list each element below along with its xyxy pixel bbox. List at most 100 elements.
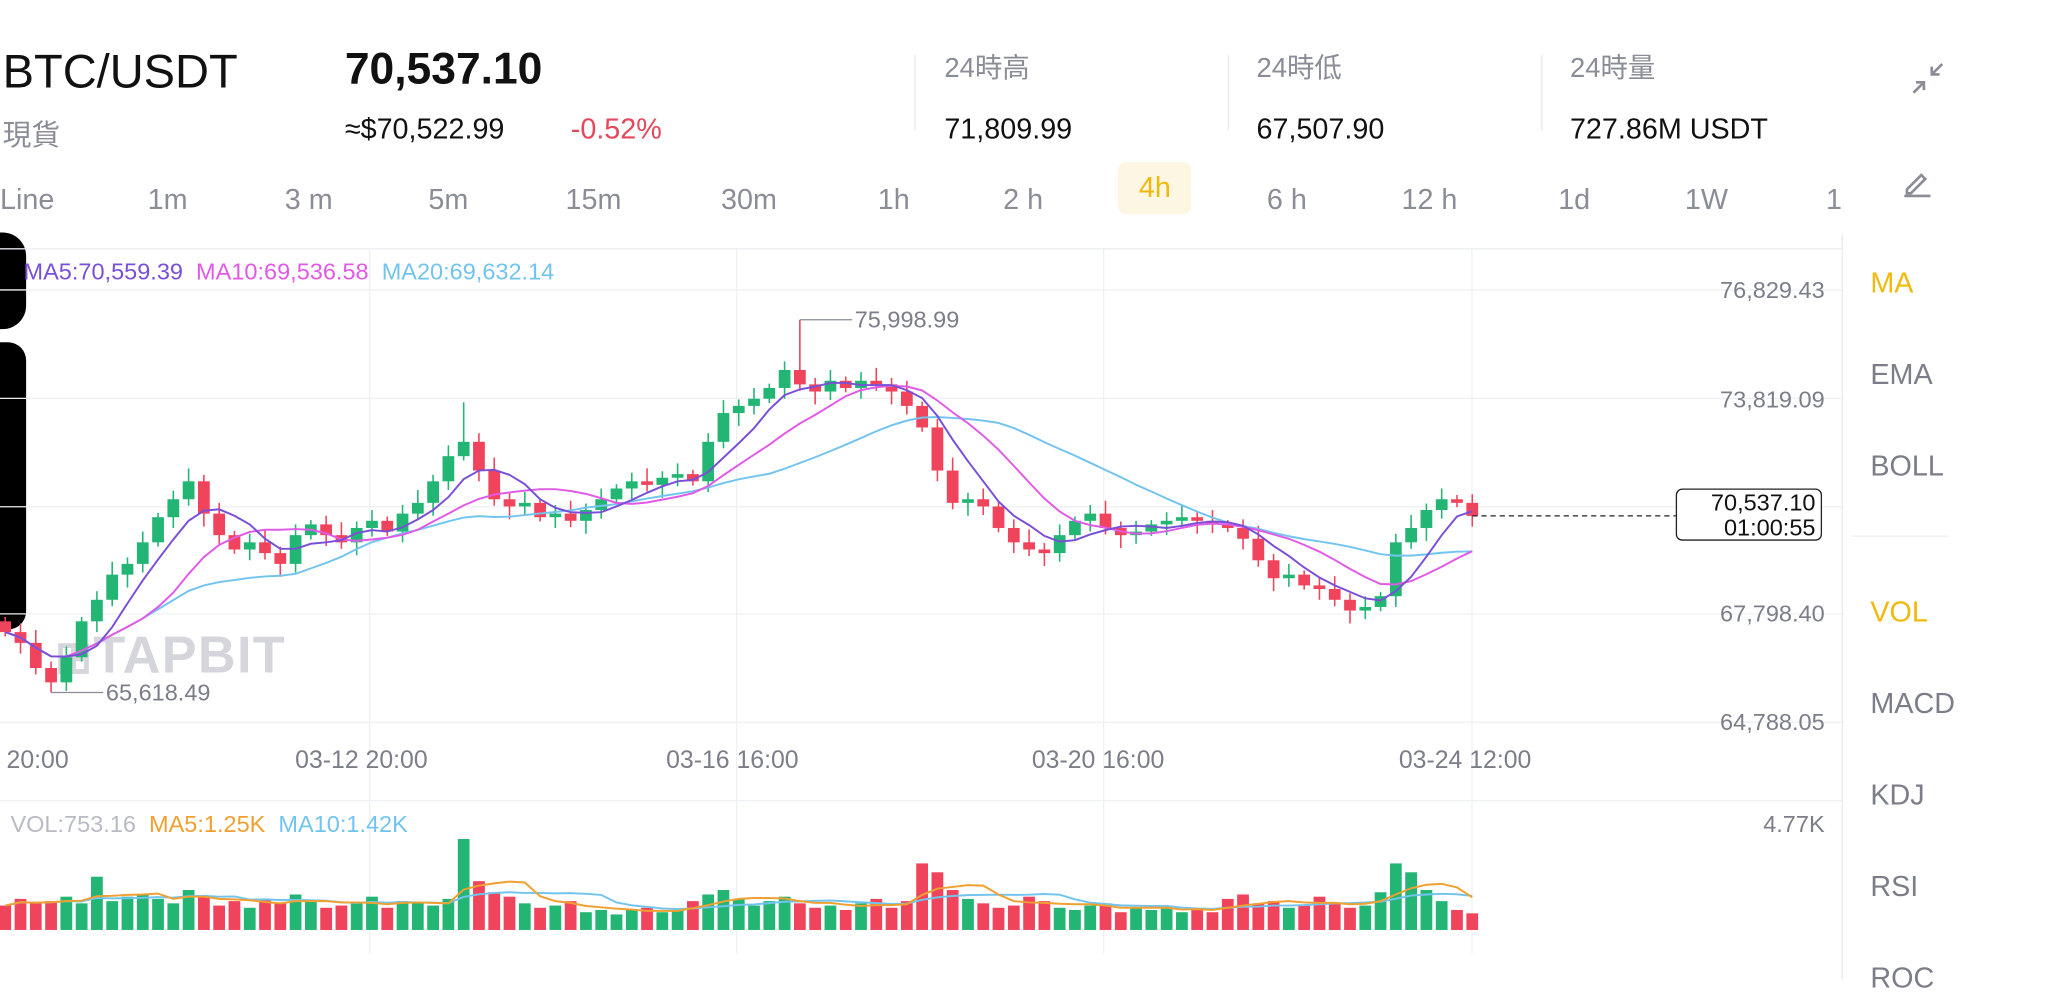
volume-bar [1405,872,1418,930]
timeframe-5m[interactable]: 5m [428,182,469,216]
candle-body [457,441,470,457]
candle-body [1298,574,1311,586]
candle-body [366,520,378,528]
candle-body [350,527,363,543]
bezel-shape [0,342,27,630]
candle-body [1466,502,1479,516]
timeframe-6h[interactable]: 6 h [1266,182,1307,216]
candle-body [0,621,12,633]
candle-body [1160,520,1173,525]
price-change: -0.52% [570,112,662,145]
volume-bar [1298,905,1311,930]
candle-body [1374,596,1387,607]
stat-low-value: 67,507.90 [1256,112,1385,145]
candle-body [549,513,562,518]
volume-bar [136,894,149,930]
candle-body [60,657,73,683]
candle-body [198,481,210,514]
candle-body [1389,542,1402,597]
candlestick-chart[interactable]: 75,998.99 65,618.49 [0,248,1842,954]
indicator-roc[interactable]: ROC [1870,961,1935,994]
volume-bar [304,901,317,930]
candle-body [610,488,623,500]
timeframe-1[interactable]: 1 [1825,182,1842,216]
volume-bar [671,909,684,930]
volume-bar [1466,913,1479,930]
timeframe-12h[interactable]: 12 h [1401,182,1458,216]
divider [914,54,916,131]
candle-body [213,513,226,536]
pair-title[interactable]: BTC/USDT [2,44,238,98]
candle-body [1420,510,1433,528]
volume-bar [702,894,715,930]
indicator-rsi[interactable]: RSI [1870,869,1919,903]
timeframe-2h[interactable]: 2 h [1003,182,1044,216]
trading-screen: BTC/USDT 現貨 70,537.10 ≈$70,522.99 -0.52%… [0,44,1955,994]
candle-body [839,380,852,388]
volume-bar [962,898,974,930]
collapse-arrows-icon[interactable] [1911,61,1945,95]
volume-bar [427,905,439,930]
volume-bar [1007,905,1020,930]
candle-body [580,510,592,521]
timeframe-4h[interactable]: 4h [1118,161,1192,215]
candle-body [1206,520,1219,525]
stat-high-label: 24時高 [944,53,1030,84]
stat-volume-label: 24時量 [1569,53,1656,84]
ma10-value: MA10:69,536.58 [196,258,369,285]
volume-bar [1114,912,1127,930]
candle-body [900,391,913,406]
timeframe-1d[interactable]: 1d [1558,182,1591,216]
candle-body [625,481,638,489]
timeframe-30m[interactable]: 30m [720,182,777,216]
indicator-ma[interactable]: MA [1870,266,1914,300]
pencil-icon[interactable] [1902,167,1933,198]
indicator-ema[interactable]: EMA [1870,357,1933,391]
volume-bar [824,905,837,930]
timeframe-1m[interactable]: 1m [147,182,188,216]
volume-bar [198,896,210,930]
candle-body [1313,585,1326,590]
candle-body [1053,535,1066,554]
candle-body [396,513,409,532]
candle-body [992,506,1005,528]
volume-bar [625,909,638,930]
candle-body [1359,606,1372,611]
volume-bar [534,907,546,930]
indicator-macd[interactable]: MACD [1870,687,1955,720]
indicator-kdj[interactable]: KDJ [1870,778,1925,812]
volume-bar [580,912,592,930]
volume-bar [1283,907,1295,930]
timeframe-Line[interactable]: Line [0,182,55,216]
candle-body [1084,513,1097,521]
candle-body [121,563,134,575]
date-label: 03-24 12:00 [1398,747,1532,775]
divider [1227,54,1230,131]
candle-body [411,502,424,514]
timeframe-1W[interactable]: 1W [1684,182,1728,216]
volume-bar [488,892,501,930]
volume-bar [1328,903,1341,930]
volume-bar [228,901,241,930]
volume-bar [1344,907,1356,930]
candle-body [1344,599,1356,611]
timeframe-1h[interactable]: 1h [877,182,910,216]
candle-body [946,470,959,503]
ma5-line [4,381,1473,658]
current-price: 70,537.10 [1710,489,1816,516]
volume-bar [763,901,776,930]
candle-body [503,499,516,507]
volume-bar [259,898,271,930]
indicator-boll[interactable]: BOLL [1870,449,1944,482]
candle-body [656,477,669,485]
volume-axis-max: 4.77K [1763,811,1825,838]
candle-body [717,413,730,442]
volume-bar [0,905,12,930]
candle-body [1221,524,1234,528]
candle-body [167,499,180,518]
timeframe-3m[interactable]: 3 m [284,182,333,216]
volume-bar [793,903,806,930]
volume-bar [473,881,485,930]
indicator-vol[interactable]: VOL [1870,595,1928,629]
timeframe-15m[interactable]: 15m [565,182,622,216]
